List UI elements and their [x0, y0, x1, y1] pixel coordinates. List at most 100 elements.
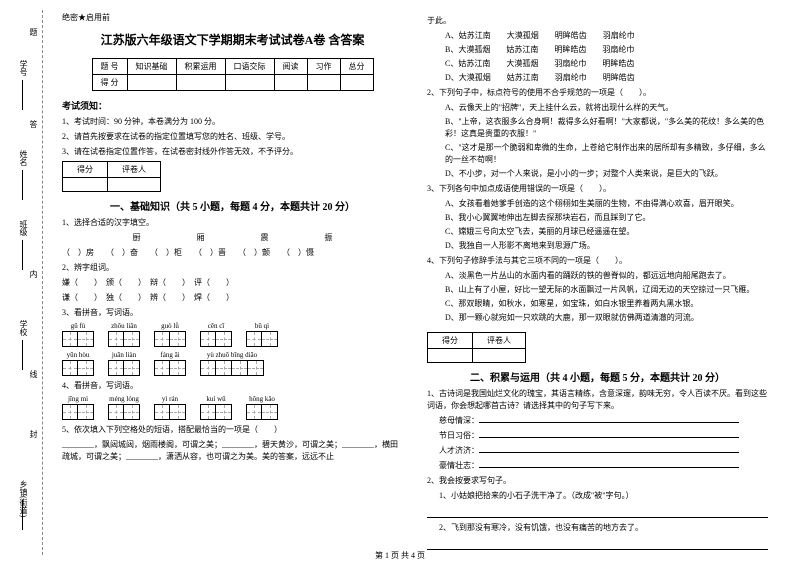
- fold-line: [42, 10, 43, 555]
- answer-blank[interactable]: [479, 422, 739, 423]
- margin-student-id: 学号: [18, 60, 29, 76]
- char-box[interactable]: [170, 331, 186, 347]
- s2-q2-sub2: 2、飞到那没有寒冷，没有饥饿，也没有痛苦的地方去了。: [439, 522, 768, 534]
- q5-text: ________，飘闼城闼，烟雨楼阁，可谓之美；________，碧天黄沙，可谓…: [62, 439, 403, 463]
- option-c: C、嫦娥三号向太空飞去，美丽的月球已经遥遥在望。: [445, 226, 768, 238]
- char-box[interactable]: [262, 331, 278, 347]
- margin-mark: 答: [28, 120, 39, 128]
- char-box[interactable]: [170, 360, 186, 376]
- char-box[interactable]: [78, 331, 94, 347]
- char-box[interactable]: [262, 404, 278, 420]
- question-6: 2、下列句子中，标点符号的使用不合乎规范的一项是（ ）。: [427, 87, 768, 99]
- char-box[interactable]: [248, 360, 264, 376]
- section-2-title: 二、积累与运用（共 4 小题，每题 5 分，本题共计 20 分）: [427, 369, 768, 384]
- s2-q2-sub1: 1、小姑娘把拾来的小石子洗干净了。（改成"被"字句。）: [439, 490, 768, 502]
- char-box[interactable]: [246, 331, 262, 347]
- q2-line1: 嫌（ ） 颁（ ） 辩（ ） 评（ ）: [62, 277, 403, 289]
- score-box: 得分评卷人: [62, 161, 161, 192]
- char-box[interactable]: [108, 331, 124, 347]
- option-d: D、大漠孤烟 姑苏江南 羽扇纶巾 明眸皓齿: [445, 72, 768, 84]
- exam-title: 江苏版六年级语文下学期期末考试试卷A卷 含答案: [62, 31, 403, 48]
- char-box[interactable]: [246, 404, 262, 420]
- margin-town: 乡镇(街道): [18, 480, 29, 517]
- char-box[interactable]: [78, 360, 94, 376]
- pinyin-group: gū fù: [62, 322, 94, 347]
- grader-label: 评卷人: [108, 162, 161, 178]
- pinyin-group: juān liàn: [108, 351, 140, 376]
- q1-blanks: （ ）房 （ ）奋 （ ）柜 （ ）晋 （ ）颤 （ ）慑: [62, 247, 403, 259]
- pinyin-group: bǔ qì: [246, 322, 278, 347]
- char-box[interactable]: [200, 404, 216, 420]
- margin-class: 班级: [18, 220, 29, 236]
- score-table: 题 号知识基础积累运用口语交际阅读习作总分 得 分: [92, 58, 374, 91]
- answer-blank[interactable]: [479, 452, 739, 453]
- continuation: 于此。: [427, 15, 768, 27]
- pinyin-group: yì rán: [154, 395, 186, 420]
- question-5: 5、依次填入下列空格处的短语，搭配最恰当的一项是（ ）: [62, 424, 403, 436]
- pinyin-group: fáng āi: [154, 351, 186, 376]
- pinyin-group: hōng kǎo: [246, 395, 278, 420]
- char-box[interactable]: [154, 360, 170, 376]
- option-c: C、"这才是那一个脆弱和卑微的生命，上苍给它制作出来的居所却有多精致，多仔细，多…: [445, 142, 768, 166]
- char-box[interactable]: [216, 404, 232, 420]
- option-a: A、女孩看着她爹手创造的这个栩栩如生美丽的生物，不由得满心欢喜，眉开眼笑。: [445, 198, 768, 210]
- notice-item: 3、请在试卷指定位置作答，在试卷密封线外作答无效，不予评分。: [62, 146, 403, 158]
- option-d: D、我独自一人形影不离地来到思源广场。: [445, 240, 768, 252]
- margin-mark: 封: [28, 430, 39, 438]
- score-box: 得分评卷人: [427, 332, 526, 363]
- char-box[interactable]: [154, 404, 170, 420]
- char-box[interactable]: [170, 404, 186, 420]
- char-box[interactable]: [62, 360, 78, 376]
- char-box[interactable]: [216, 331, 232, 347]
- char-box[interactable]: [62, 331, 78, 347]
- grader-label: 评卷人: [473, 333, 526, 349]
- question-4: 4、看拼音，写词语。: [62, 380, 403, 392]
- char-box[interactable]: [200, 331, 216, 347]
- option-d: D、那一颗心就宛如一只欢跳的大鹿，那一双眼就仿佛两道清澈的河流。: [445, 312, 768, 324]
- q2-line2: 谦（ ） 独（ ） 辨（ ） 焊（ ）: [62, 292, 403, 304]
- option-b: B、山上有了小屋，好比一望无际的水面飘过一片风帆，辽阔无边的天空掠过一只飞雁。: [445, 284, 768, 296]
- binding-margin: 题 学号 答 姓名 班级 内 学校 线 封 乡镇(街道): [10, 0, 50, 565]
- section-1-title: 一、基础知识（共 5 小题，每题 4 分，本题共计 20 分）: [62, 198, 403, 213]
- char-box[interactable]: [124, 331, 140, 347]
- char-box[interactable]: [124, 404, 140, 420]
- char-box[interactable]: [124, 360, 140, 376]
- margin-mark: 线: [28, 370, 39, 378]
- score-label: 得分: [63, 162, 108, 178]
- score-label: 得分: [428, 333, 473, 349]
- option-b: B、"上帝，这衣服多么合身啊！裁得多么好看啊！"大家都说，"多么美的花纹！多么美…: [445, 116, 768, 140]
- pinyin-group: zhōu liǎn: [108, 322, 140, 347]
- char-box[interactable]: [108, 360, 124, 376]
- char-box[interactable]: [78, 404, 94, 420]
- char-box[interactable]: [200, 360, 216, 376]
- notice-item: 2、请首先按要求在试卷的指定位置填写您的姓名、班级、学号。: [62, 131, 403, 143]
- s2-question-1: 1、古诗词是我国灿烂文化的瑰宝，其语言精练，含意深邃，韵味无穷，令人百读不厌。看…: [427, 388, 768, 412]
- question-1: 1、选择合适的汉字填空。: [62, 217, 403, 229]
- answer-blank[interactable]: [479, 437, 739, 438]
- option-d: D、不小步，对一个人来说，是小小的一步；对整个人类来说，是巨大的飞跃。: [445, 168, 768, 180]
- answer-line[interactable]: [427, 538, 768, 550]
- notice-header: 考试须知：: [62, 99, 403, 112]
- option-a: A、姑苏江南 大漠孤烟 明眸皓齿 羽扇纶巾: [445, 30, 768, 42]
- page-footer: 第 1 页 共 4 页: [0, 550, 800, 561]
- margin-school: 学校: [18, 320, 29, 336]
- char-box[interactable]: [232, 360, 248, 376]
- pinyin-group: kuí wǔ: [200, 395, 232, 420]
- question-2: 2、辨字组词。: [62, 262, 403, 274]
- char-box[interactable]: [62, 404, 78, 420]
- option-c: C、那双眼睛，如秋水，如寒星，如宝珠，如白水银里养着两丸黑水银。: [445, 298, 768, 310]
- answer-line[interactable]: [427, 506, 768, 518]
- pinyin-group: yūn hòu: [62, 351, 94, 376]
- question-8: 4、下列句子修辞手法与其它三项不同的一项是（ ）。: [427, 255, 768, 267]
- char-box[interactable]: [154, 331, 170, 347]
- answer-blank[interactable]: [479, 467, 739, 468]
- q1-chars: 厨 厢 震 振: [62, 232, 403, 244]
- char-box[interactable]: [108, 404, 124, 420]
- pinyin-group: jīng mì: [62, 395, 94, 420]
- question-3: 3、看拼音，写词语。: [62, 307, 403, 319]
- char-box[interactable]: [216, 360, 232, 376]
- margin-mark: 内: [28, 270, 39, 278]
- margin-mark: 题: [28, 28, 39, 36]
- margin-name: 姓名: [18, 150, 29, 166]
- secret-mark: 绝密★启用前: [62, 12, 403, 23]
